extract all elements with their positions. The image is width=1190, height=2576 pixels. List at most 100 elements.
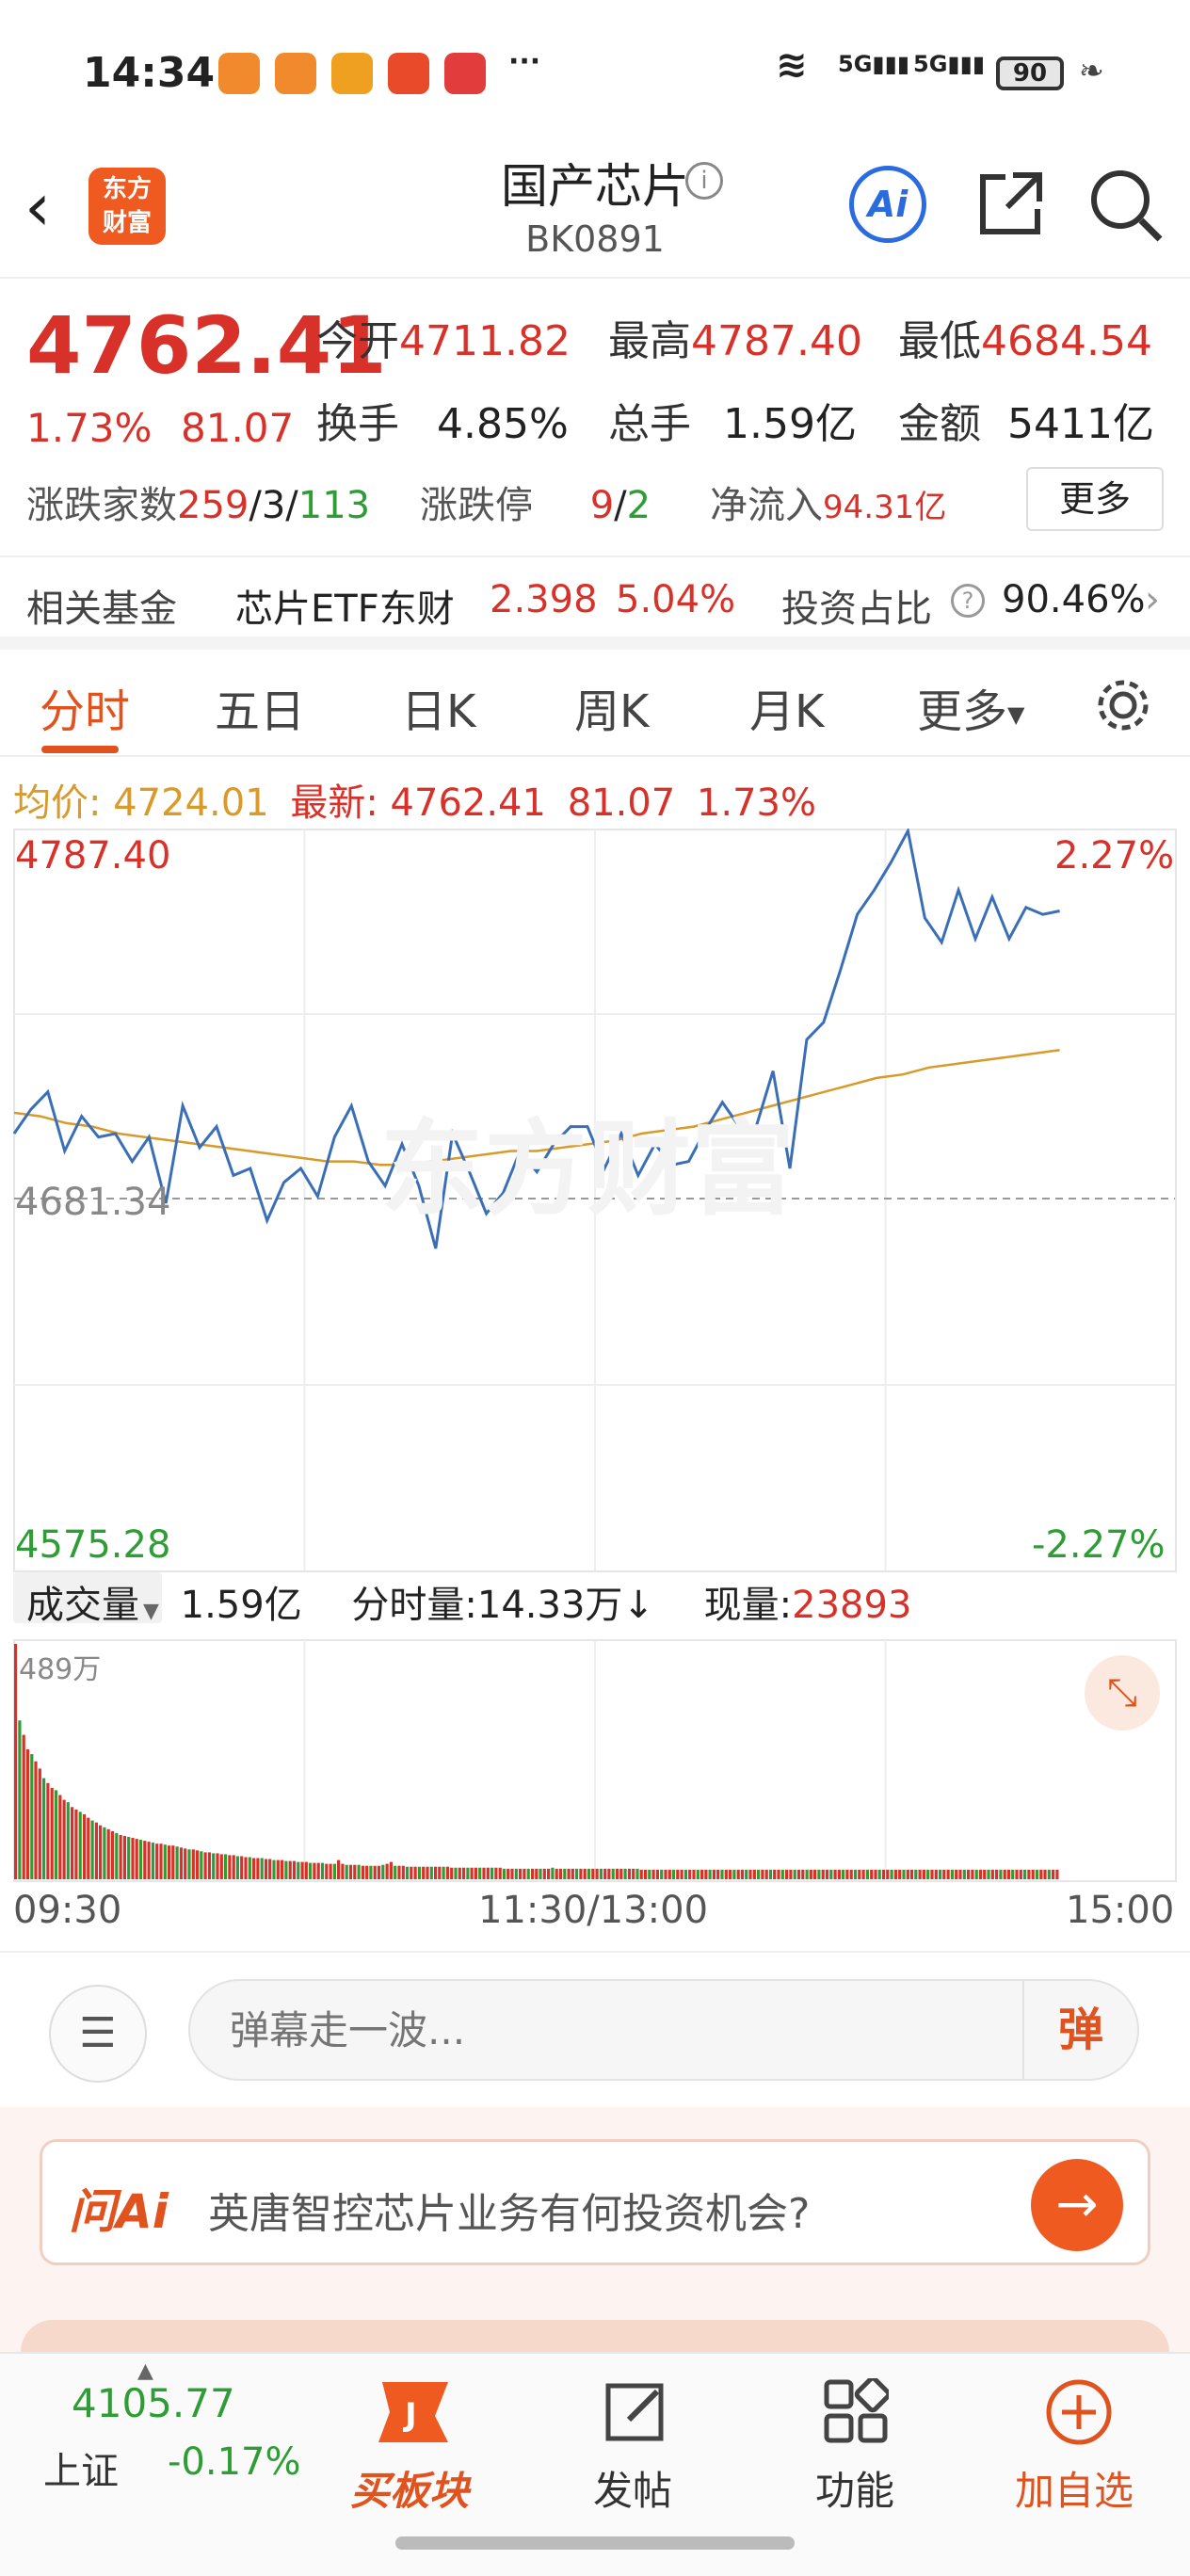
add-watchlist-icon[interactable] xyxy=(1043,2376,1115,2448)
volume-bar xyxy=(361,1865,364,1879)
volume-bar xyxy=(796,1869,801,1879)
tab-daily-k[interactable]: 日K xyxy=(401,685,476,738)
volume-bar xyxy=(304,1861,308,1879)
volume-bar xyxy=(861,1869,865,1879)
avg-price-line: 均价: 4724.01 最新: 4762.41 81.07 1.73% xyxy=(13,781,816,825)
danmaku-settings-icon[interactable]: ☰ xyxy=(49,1985,147,2083)
share-icon[interactable] xyxy=(972,166,1047,241)
volume-bar xyxy=(490,1867,494,1879)
back-arrow-icon[interactable]: ‹ xyxy=(24,169,51,246)
volume-bar xyxy=(664,1869,667,1879)
volume-bar xyxy=(833,1869,837,1879)
functions-grid-icon[interactable] xyxy=(823,2378,889,2444)
danmaku-input[interactable] xyxy=(188,1979,1139,2081)
search-icon[interactable] xyxy=(1085,164,1166,245)
tab-more[interactable]: 更多▼ xyxy=(917,685,1025,738)
volume-bar xyxy=(54,1790,58,1879)
app-logo: 东方 财富 xyxy=(88,168,166,245)
tab-weekly-k[interactable]: 周K xyxy=(574,685,650,738)
volume-bar xyxy=(567,1868,571,1879)
volume-bar xyxy=(934,1869,938,1879)
indicator-dropdown[interactable] xyxy=(13,1572,162,1623)
volume-bar xyxy=(768,1869,773,1879)
block-code: BK0891 xyxy=(525,218,665,260)
index-name[interactable]: 上证 xyxy=(43,2450,119,2493)
volume-bar xyxy=(732,1869,736,1879)
volume-bar xyxy=(1019,1869,1022,1879)
ask-ai-logo: 问Ai xyxy=(69,2184,169,2239)
volume-bar xyxy=(853,1869,858,1879)
volume-bar xyxy=(881,1869,886,1879)
arrow-down-icon: ↓ xyxy=(622,1584,654,1627)
volume-bar xyxy=(893,1869,897,1879)
nav-buy-block[interactable]: 买板块 xyxy=(350,2468,470,2514)
volume-bar xyxy=(252,1858,256,1879)
status-bar: 14:34 ··· ≋ 5G▮▮▮ 5G▮▮▮ 90 ❧ xyxy=(0,0,1190,141)
volume-bar xyxy=(82,1814,87,1879)
volume-bar xyxy=(729,1869,732,1879)
danmaku-bar: ☰ 弹 xyxy=(0,1951,1190,2107)
signal-5g-icon: 5G▮▮▮ xyxy=(838,51,910,77)
volume-bar xyxy=(1027,1869,1031,1879)
volume-bar xyxy=(978,1869,982,1879)
volume-bar xyxy=(930,1869,934,1879)
volume-bar xyxy=(700,1869,704,1879)
volume-bar xyxy=(558,1868,563,1879)
index-value[interactable]: 4105.77 xyxy=(72,2380,235,2426)
volume-bar xyxy=(99,1825,103,1879)
volume-bar xyxy=(341,1863,345,1879)
tab-intraday[interactable]: 分时 xyxy=(40,685,131,738)
volume-bar xyxy=(579,1868,583,1879)
settings-gear-icon[interactable] xyxy=(1092,674,1154,736)
x-axis-open-label: 09:30 xyxy=(13,1889,122,1932)
volume-bar xyxy=(519,1868,523,1879)
volume-bar xyxy=(248,1857,251,1879)
buy-block-icon[interactable]: J xyxy=(369,2375,459,2450)
volume-bar xyxy=(155,1843,159,1879)
svg-text:J: J xyxy=(403,2396,417,2434)
change-percent: 1.73% xyxy=(26,405,153,451)
volume-bar xyxy=(276,1860,280,1879)
info-icon[interactable]: i xyxy=(685,162,723,200)
volume-bar xyxy=(683,1869,687,1879)
volume-bar xyxy=(667,1869,671,1879)
volume-bar xyxy=(946,1869,950,1879)
arrow-right-icon[interactable]: → xyxy=(1031,2159,1123,2251)
volume-grid xyxy=(303,1640,887,1881)
volume-bar xyxy=(696,1869,700,1879)
volume-bar xyxy=(510,1868,514,1879)
ask-ai-section: 问Ai 英唐智控芯片业务有何投资机会? → xyxy=(0,2107,1190,2352)
y-axis-top-label: 4787.40 xyxy=(15,834,171,877)
tab-monthly-k[interactable]: 月K xyxy=(749,685,825,738)
low-stat: 最低4684.54 xyxy=(898,317,1152,365)
nav-functions[interactable]: 功能 xyxy=(815,2468,895,2514)
volume-bar xyxy=(983,1869,987,1879)
chevron-right-icon: › xyxy=(1145,578,1160,621)
tab-five-day[interactable]: 五日 xyxy=(215,685,306,738)
volume-bar xyxy=(397,1865,401,1879)
page-header: ‹ 东方 财富 国产芯片 i BK0891 Ai xyxy=(0,141,1190,279)
volume-bar xyxy=(405,1866,410,1879)
related-fund-row[interactable]: 相关基金 芯片ETF东财 2.398 5.04% 投资占比 ? 90.46% › xyxy=(0,555,1190,650)
ask-ai-card[interactable]: 问Ai 英唐智控芯片业务有何投资机会? → xyxy=(40,2139,1150,2265)
promo-banner[interactable] xyxy=(21,2320,1169,2352)
volume-bar xyxy=(38,1768,41,1879)
volume-bar xyxy=(773,1869,777,1879)
volume-bar xyxy=(870,1869,874,1879)
nav-post[interactable]: 发帖 xyxy=(593,2468,673,2514)
index-pct[interactable]: -0.17% xyxy=(168,2440,301,2484)
fund-name: 芯片ETF东财 xyxy=(235,588,455,631)
danmaku-toggle-button[interactable]: 弹 xyxy=(1022,1981,1137,2079)
more-stats-button[interactable]: 更多 xyxy=(1026,467,1164,531)
intraday-chart[interactable]: 东方财富 xyxy=(13,829,1177,1883)
volume-bar xyxy=(171,1845,175,1879)
expand-icon[interactable]: ⤡ xyxy=(1085,1655,1160,1731)
ai-button[interactable]: Ai xyxy=(849,166,926,243)
nav-add-watchlist[interactable]: 加自选 xyxy=(1015,2468,1134,2514)
volume-bar xyxy=(845,1869,849,1879)
page-title: 国产芯片 xyxy=(501,159,689,214)
volume-bar xyxy=(724,1869,728,1879)
volume-bar xyxy=(704,1869,708,1879)
post-edit-icon[interactable] xyxy=(603,2378,668,2444)
help-icon[interactable]: ? xyxy=(951,584,985,618)
